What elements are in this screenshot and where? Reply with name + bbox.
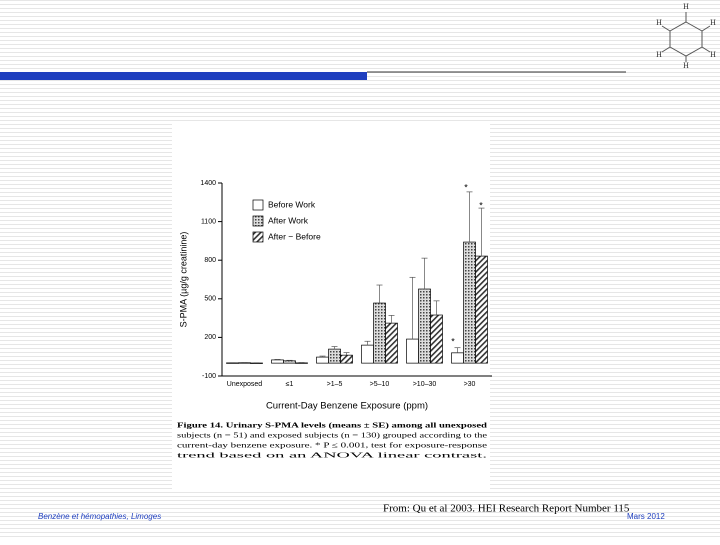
figure-caption: trend based on an ANOVA linear contrast. — [177, 452, 488, 460]
x-axis-label: Current-Day Benzene Exposure (ppm) — [266, 401, 428, 412]
bar — [463, 241, 476, 364]
bar — [295, 362, 308, 364]
annotation: * — [451, 336, 455, 346]
bar — [328, 348, 341, 364]
atom-label: H — [656, 50, 662, 59]
bar — [361, 344, 374, 364]
y-axis-label: S-PMA (µg/g creatinine) — [178, 232, 188, 328]
y-tick-label: 1100 — [201, 218, 216, 225]
y-tick-label: 500 — [204, 296, 216, 303]
source: From: Qu et al 2003. HEI Research Report… — [383, 503, 630, 515]
atom-label: H — [656, 18, 662, 27]
bar — [475, 255, 488, 364]
title-bar — [0, 72, 367, 80]
figure-caption: current-day benzene exposure. * P ≤ 0.00… — [177, 442, 487, 450]
x-tick-label: >30 — [464, 381, 476, 388]
footer-left: Benzène et hémopathies, Limoges — [38, 512, 161, 521]
atom-label: H — [683, 2, 689, 11]
legend-label: Before Work — [268, 199, 316, 209]
date: Mars 2012 — [627, 512, 665, 521]
legend-label: After − Before — [268, 231, 321, 241]
x-tick-label: >5–10 — [370, 381, 390, 388]
legend-swatch — [252, 231, 264, 243]
figure-caption: subjects (n = 51) and exposed subjects (… — [177, 432, 487, 440]
y-tick-label: -100 — [202, 373, 216, 380]
y-tick-label: 800 — [204, 257, 216, 264]
annotation: * — [479, 200, 483, 210]
legend-swatch — [252, 199, 264, 211]
bar — [283, 360, 296, 364]
bar — [430, 314, 443, 364]
bar — [385, 322, 398, 364]
y-tick-label: 200 — [204, 334, 216, 341]
bar — [451, 352, 464, 364]
benzene-molecule — [661, 12, 711, 62]
x-tick-label: ≤1 — [286, 381, 294, 388]
atom-label: H — [683, 61, 689, 70]
atom-label: H — [710, 50, 716, 59]
legend-label: After Work — [268, 215, 309, 225]
x-tick-label: Unexposed — [227, 381, 263, 388]
bar — [316, 356, 329, 364]
legend-swatch — [252, 215, 264, 227]
bar — [271, 359, 284, 364]
annotation: * — [464, 182, 468, 192]
y-tick-label: 1400 — [200, 180, 216, 187]
atom-label: H — [710, 18, 716, 27]
bar — [373, 302, 386, 364]
x-tick-label: >10–30 — [413, 381, 437, 388]
figure-panel — [172, 122, 490, 490]
bar — [418, 288, 431, 364]
x-tick-label: >1–5 — [327, 381, 343, 388]
bar — [406, 338, 419, 364]
bar — [340, 354, 353, 364]
figure-caption: Figure 14. Urinary S-PMA levels (means ±… — [177, 422, 487, 430]
